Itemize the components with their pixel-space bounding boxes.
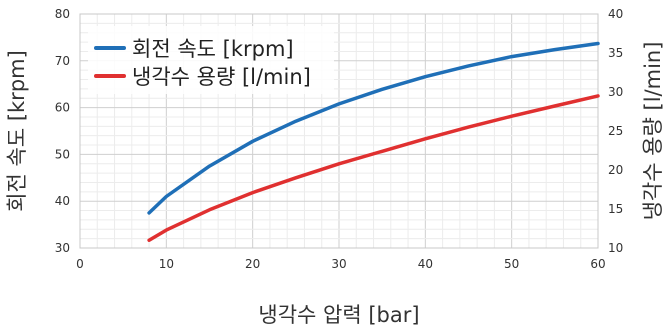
x-tick-label: 60: [590, 257, 605, 271]
x-tick-label: 40: [418, 257, 433, 271]
series-line-speed: [147, 41, 600, 215]
y-tick-label-left: 30: [55, 241, 70, 255]
y-tick-label-right: 35: [608, 46, 623, 60]
series: [147, 41, 600, 242]
y-tick-label-left: 70: [55, 54, 70, 68]
y-tick-label-right: 40: [608, 7, 623, 21]
y-axis-label-left: 회전 속도 [krpm]: [5, 50, 29, 212]
y-tick-label-left: 50: [55, 147, 70, 161]
x-tick-label: 0: [76, 257, 84, 271]
y-tick-label-right: 15: [608, 202, 623, 216]
y-tick-label-right: 30: [608, 85, 623, 99]
series-line-coolant: [147, 94, 600, 242]
y-tick-label-left: 80: [55, 7, 70, 21]
x-tick-label: 10: [159, 257, 174, 271]
plot-frame: [79, 13, 599, 249]
y-tick-label-right: 20: [608, 163, 623, 177]
y-tick-label-left: 40: [55, 194, 70, 208]
y-tick-label-right: 10: [608, 241, 623, 255]
x-tick-label: 50: [504, 257, 519, 271]
legend-box: [88, 26, 334, 94]
legend: 회전 속도 [krpm] 냉각수 용량 [l/min]: [88, 26, 334, 94]
y-axis-label-right: 냉각수 용량 [l/min]: [641, 42, 665, 221]
legend-label-coolant: 냉각수 용량 [l/min]: [132, 65, 311, 89]
legend-label-speed: 회전 속도 [krpm]: [132, 37, 294, 61]
y-tick-label-left: 60: [55, 101, 70, 115]
x-axis-label: 냉각수 압력 [bar]: [258, 303, 419, 327]
ticks: 0 10 20 30 40 50 60 30 40 50 60 70 80 10 15 20 25 30 35 40: [55, 7, 624, 271]
x-tick-label: 30: [331, 257, 346, 271]
x-tick-label: 20: [245, 257, 260, 271]
y-tick-label-right: 25: [608, 124, 623, 138]
